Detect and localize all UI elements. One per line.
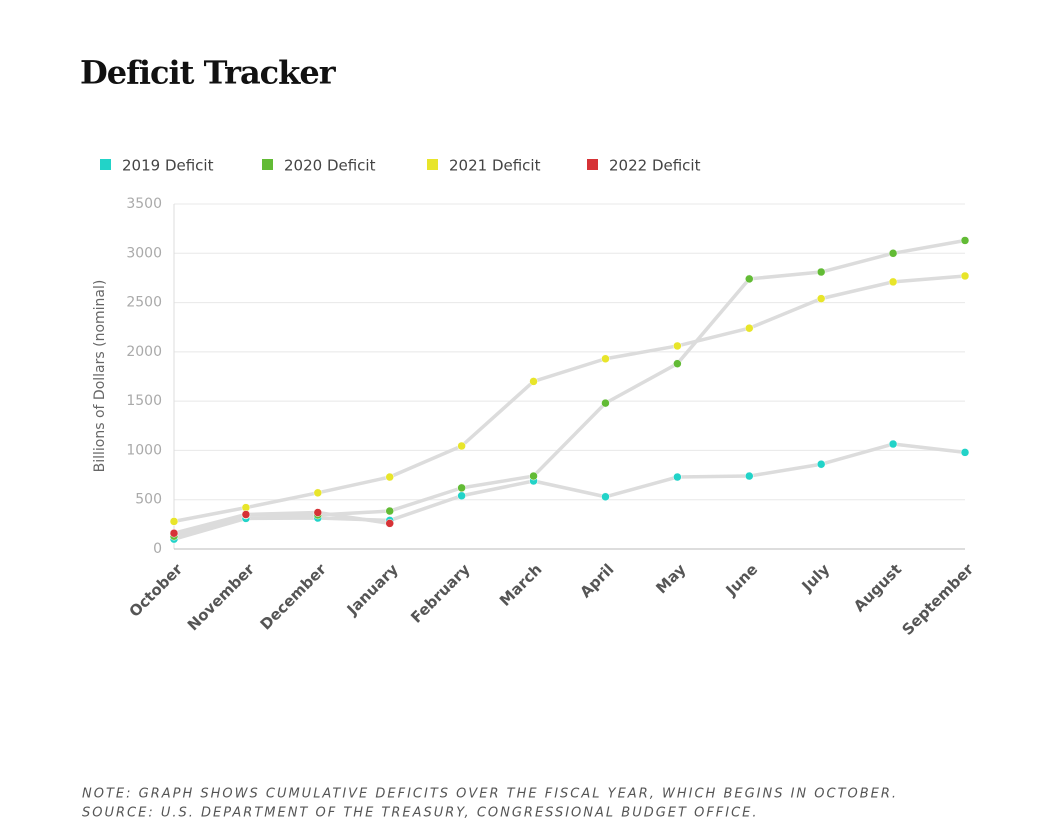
note: NOTE: GRAPH SHOWS CUMULATIVE DEFICITS OV…: [82, 787, 898, 802]
x-tick-label: February: [407, 560, 474, 627]
y-tick-label: 2000: [126, 344, 162, 360]
x-tick-label: September: [899, 560, 978, 639]
y-tick-label: 3000: [126, 245, 162, 261]
y-tick-label: 500: [135, 492, 162, 508]
x-tick-label: June: [722, 560, 762, 600]
x-tick-label: April: [576, 560, 617, 601]
x-tick-label: March: [496, 560, 546, 610]
x-tick-label: October: [126, 560, 187, 621]
series-line: [173, 238, 966, 538]
data-point: [960, 271, 970, 281]
x-tick-label: January: [343, 560, 402, 619]
data-point: [169, 517, 179, 526]
legend-swatch: [100, 159, 111, 170]
data-point: [385, 519, 394, 528]
data-point: [888, 277, 898, 287]
legend-label: 2021 Deficit: [449, 157, 541, 175]
data-point: [960, 236, 970, 245]
data-point: [888, 249, 898, 258]
legend-swatch: [587, 159, 598, 170]
data-point: [457, 441, 466, 451]
legend-label: 2020 Deficit: [284, 157, 376, 175]
data-point: [673, 472, 682, 482]
data-point: [169, 528, 179, 538]
data-point: [673, 359, 682, 368]
y-tick-label: 3500: [126, 196, 162, 212]
data-point: [888, 439, 898, 449]
data-point: [960, 448, 970, 457]
data-point: [673, 341, 682, 351]
legend-label: 2019 Deficit: [122, 157, 214, 175]
data-point: [385, 472, 394, 482]
data-point: [745, 274, 754, 284]
y-axis-label: Billions of Dollars (nominal): [92, 280, 108, 473]
data-point: [529, 471, 538, 481]
data-point: [816, 294, 826, 303]
legend-label: 2022 Deficit: [609, 157, 701, 175]
x-tick-label: July: [798, 560, 834, 596]
data-point: [601, 398, 610, 408]
source: SOURCE: U.S. DEPARTMENT OF THE TREASURY,…: [82, 806, 759, 821]
data-point: [745, 471, 754, 481]
y-tick-label: 2500: [126, 295, 162, 311]
x-tick-label: December: [257, 560, 331, 634]
x-tick-label: August: [850, 560, 905, 615]
data-point: [745, 323, 754, 333]
data-point: [385, 506, 394, 516]
legend-swatch: [427, 159, 438, 170]
data-point: [816, 459, 826, 469]
data-point: [241, 510, 251, 519]
series-line: [173, 274, 966, 524]
y-tick-label: 1500: [126, 393, 162, 409]
title: Deficit Tracker: [80, 54, 337, 92]
data-point: [529, 377, 538, 386]
data-point: [313, 488, 323, 498]
series-line: [173, 510, 390, 535]
data-point: [313, 508, 323, 517]
x-tick-label: May: [652, 560, 689, 597]
data-point: [457, 491, 466, 501]
data-point: [601, 354, 610, 364]
x-tick-label: November: [184, 560, 258, 634]
data-point: [816, 267, 826, 277]
series-line: [173, 442, 966, 541]
y-tick-label: 1000: [126, 442, 162, 458]
legend-swatch: [262, 159, 273, 170]
data-point: [457, 483, 466, 493]
data-point: [601, 492, 610, 502]
y-tick-label: 0: [153, 541, 162, 557]
